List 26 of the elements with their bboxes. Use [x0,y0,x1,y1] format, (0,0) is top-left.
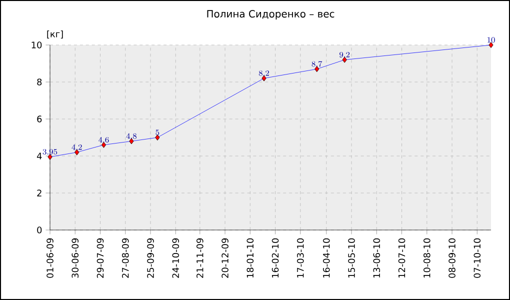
x-tick-label: 27-08-09 [122,238,129,278]
x-tick-label: 08-09-10 [448,238,456,278]
y-tick-label: 0 [37,226,42,234]
x-tick-label: 16-02-10 [272,238,279,278]
x-tick-label: 07-10-10 [474,238,481,278]
x-tick-label: 29-07-09 [96,238,104,278]
x-tick-label: 12-07-10 [398,238,406,278]
y-tick-label: 2 [37,190,42,196]
x-tick-label: 30-06-09 [72,238,79,278]
x-tick-label: 10-08-10 [424,238,430,278]
x-tick-label: 15-05-10 [348,238,355,278]
x-tick-label: 18-01-10 [246,238,254,278]
x-tick-label: 17-03-10 [297,238,304,278]
y-tick-label: 6 [37,116,42,122]
y-tick-label: 4 [36,152,42,160]
x-tick-label: 16-04-10 [323,238,330,278]
y-tick-label: 10 [32,42,42,48]
x-tick-label: 20-12-09 [222,238,228,278]
y-axis-title: [кг] [47,30,63,38]
x-tick-label: 01-06-09 [46,238,54,278]
y-tick-label: 8 [37,78,42,86]
x-tick-label: 21-11-09 [196,238,204,278]
x-tick-label: 25-09-09 [147,238,154,278]
x-tick-label: 13-06-10 [373,238,380,278]
chart-title: Полина Сидоренко – вес [207,10,334,20]
x-tick-label: 24-10-09 [172,238,180,278]
